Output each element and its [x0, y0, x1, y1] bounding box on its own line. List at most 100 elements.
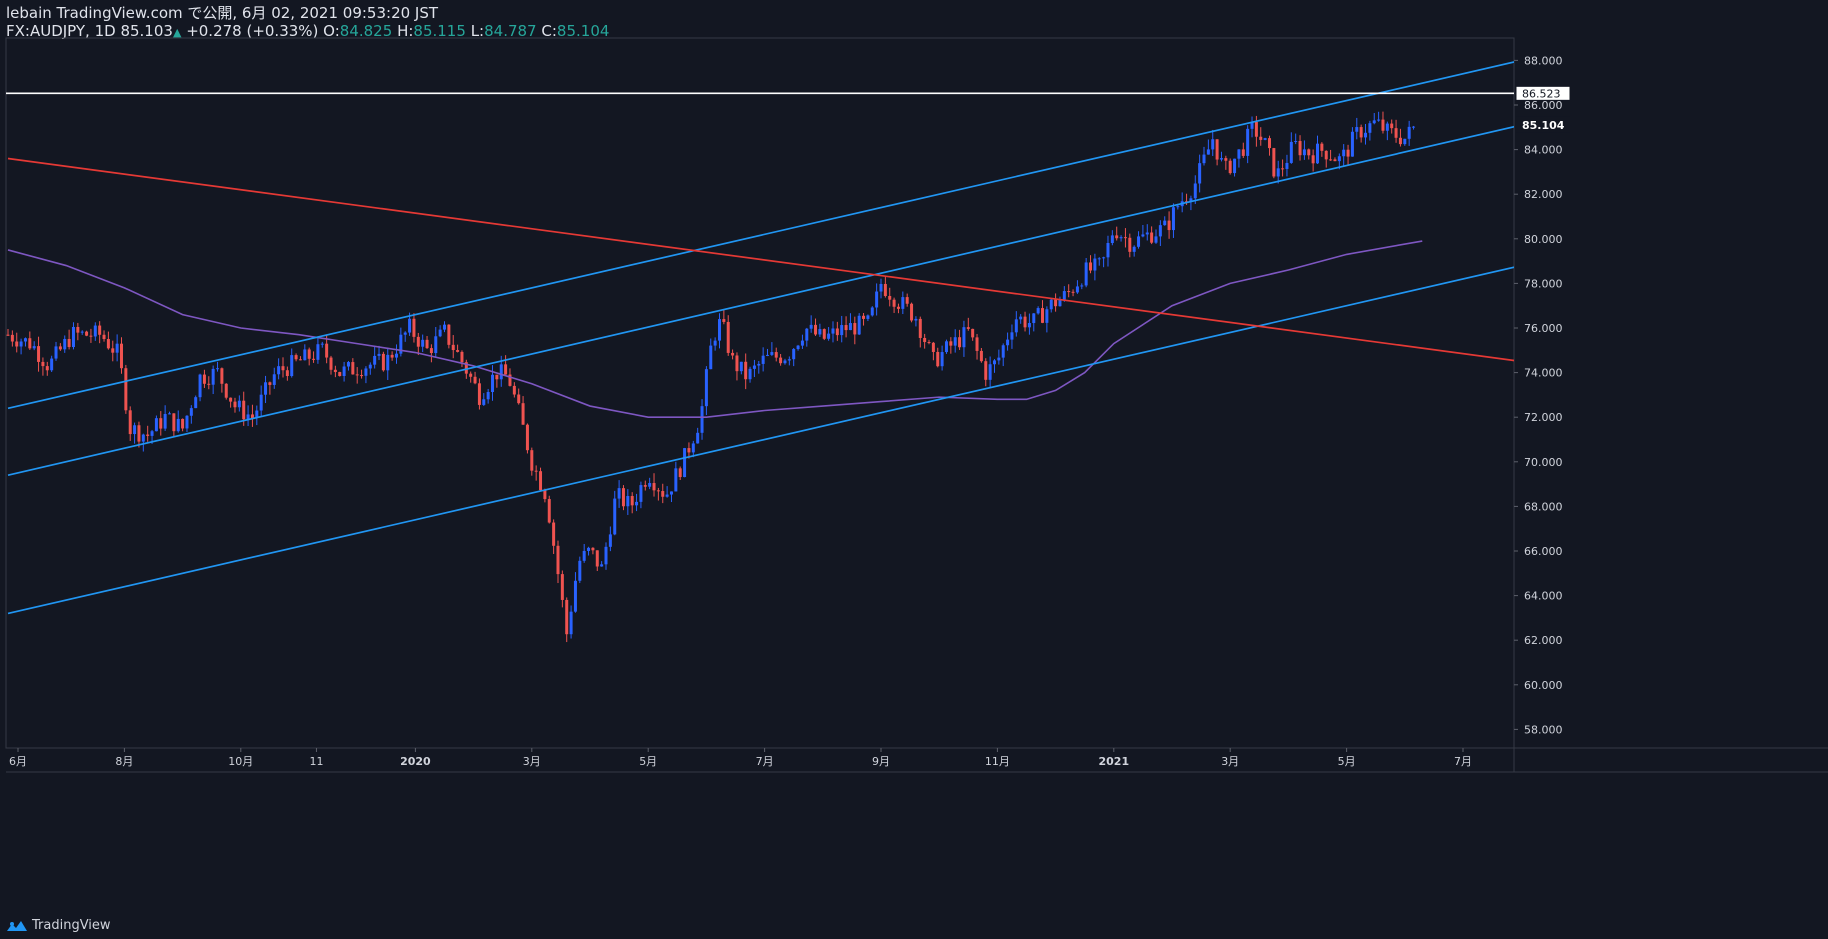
candles [6, 111, 1416, 643]
candle-body [63, 338, 67, 350]
y-tick-label: 76.000 [1524, 322, 1563, 335]
candle-body [1359, 127, 1363, 138]
candle-body [1206, 149, 1210, 155]
candle-body [1412, 126, 1416, 128]
candle-body [958, 337, 962, 348]
candle-body [818, 329, 822, 335]
candle-body [154, 418, 158, 432]
x-tick-label: 6月 [9, 755, 27, 768]
candle-body [896, 306, 900, 309]
candle-body [844, 325, 848, 331]
candle-body [294, 355, 298, 360]
last-price-box [1516, 116, 1570, 133]
candle-body [460, 351, 464, 363]
candle-body [1390, 123, 1394, 129]
candle-body [1219, 158, 1223, 160]
candle-body [137, 425, 141, 442]
candle-body [949, 341, 953, 346]
candle-body [923, 337, 927, 343]
candle-body [1102, 257, 1106, 259]
candle-body [1228, 160, 1232, 174]
candle-body [1084, 262, 1088, 286]
candle-body [1241, 149, 1245, 156]
candle-body [28, 338, 32, 349]
x-tick-label: 11 [309, 755, 323, 768]
candle-body [491, 374, 495, 393]
candle-body [774, 352, 778, 358]
candle-body [1394, 128, 1398, 138]
candle-body [525, 424, 529, 451]
candle-body [530, 450, 534, 471]
candle-body [181, 418, 185, 429]
y-tick-label: 62.000 [1524, 634, 1563, 647]
candle-body [582, 550, 586, 561]
candle-body [892, 299, 896, 307]
candle-body [1294, 141, 1298, 143]
candle-body [1320, 143, 1324, 151]
candle-body [272, 374, 276, 385]
candle-body [19, 341, 23, 347]
candle-body [85, 331, 89, 336]
candle-body [37, 346, 41, 362]
candle-body [717, 319, 721, 341]
candle-body [552, 522, 556, 546]
candle-body [443, 324, 446, 330]
candle-body [1106, 242, 1110, 258]
candle-body [368, 364, 372, 369]
candle-body [722, 319, 726, 322]
candle-body [1006, 339, 1010, 346]
up-triangle-icon: ▲ [172, 26, 182, 39]
candle-body [731, 352, 735, 356]
candle-body [1272, 148, 1276, 177]
candle-body [792, 349, 796, 360]
candle-body [744, 361, 748, 380]
candle-body [1128, 237, 1132, 252]
candle-body [648, 483, 652, 487]
high-value: 85.115 [413, 22, 466, 40]
candle-body [1215, 139, 1219, 160]
y-tick-label: 66.000 [1524, 545, 1563, 558]
middle-channel-line [7, 125, 1514, 477]
candle-body [1041, 308, 1045, 323]
candle-body [840, 325, 844, 336]
brand-label[interactable]: TradingView [32, 918, 111, 933]
low-value: 84.787 [484, 22, 537, 40]
candle-body [163, 413, 167, 429]
candle-body [102, 334, 106, 340]
x-tick-label: 3月 [1221, 755, 1239, 768]
x-tick-label: 9月 [872, 755, 890, 768]
candle-body [1036, 308, 1040, 314]
low-label: L: [470, 22, 485, 40]
candle-body [71, 326, 75, 348]
candle-body [150, 431, 154, 436]
candle-body [1285, 162, 1289, 169]
candle-body [1289, 141, 1293, 163]
candle-body [1364, 132, 1368, 138]
candle-body [172, 413, 176, 432]
candle-body [1167, 220, 1171, 231]
candle-body [1032, 313, 1036, 324]
candle-body [1407, 126, 1411, 139]
horizontal-line-price-label: 86.523 [1522, 87, 1561, 100]
plot-frame [5, 37, 1515, 749]
candle-body [669, 491, 673, 495]
candle-body [827, 333, 831, 339]
candle-body [779, 357, 783, 364]
candle-body [128, 410, 132, 435]
candle-body [739, 361, 743, 372]
candle-body [1307, 149, 1311, 156]
candle-body [1324, 150, 1328, 160]
y-tick-label: 70.000 [1524, 456, 1563, 469]
candle-body [1316, 143, 1319, 164]
candle-body [216, 368, 220, 370]
candle-body [1001, 345, 1005, 358]
candle-body [15, 341, 19, 347]
x-tick-label: 5月 [1338, 755, 1356, 768]
candle-body [412, 318, 416, 337]
tradingview-logo-icon [7, 920, 27, 931]
candle-body [539, 471, 543, 491]
candle-body [1233, 158, 1237, 174]
x-tick-label: 7月 [1454, 755, 1472, 768]
candle-body [41, 361, 45, 367]
